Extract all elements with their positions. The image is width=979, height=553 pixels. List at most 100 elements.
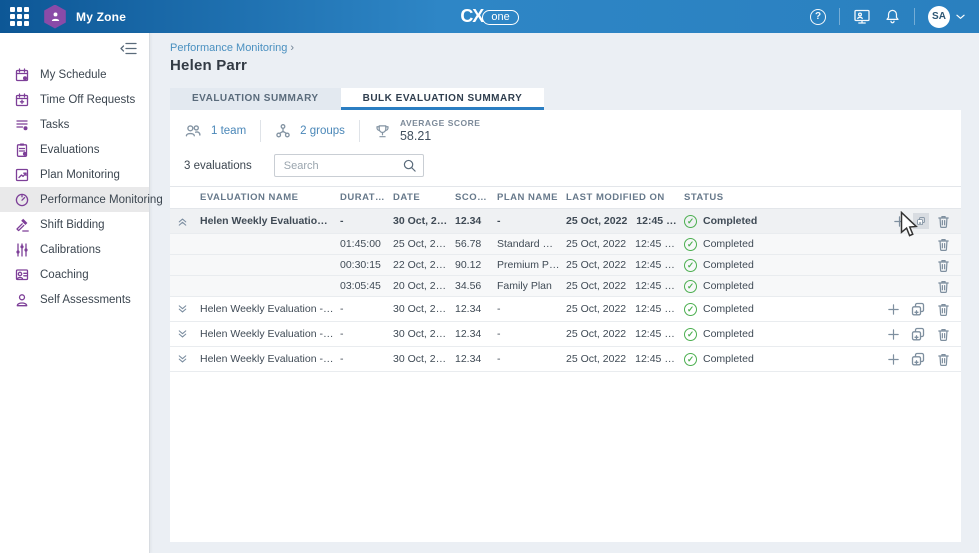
groups-link[interactable]: 2 groups bbox=[300, 125, 345, 137]
status-check-icon: ✓ bbox=[684, 259, 697, 272]
cell-date: 30 Oct, 2022 bbox=[393, 328, 455, 340]
column-header-status[interactable]: STATUS bbox=[684, 192, 861, 203]
coaching-icon bbox=[14, 267, 30, 283]
app-launcher-icon[interactable] bbox=[10, 7, 29, 26]
table-row[interactable]: 03:05:45 20 Oct, 2022 34.56 Family Plan … bbox=[170, 276, 961, 297]
evaluations-count: 3 evaluations bbox=[184, 160, 252, 172]
trash-icon[interactable] bbox=[935, 351, 951, 367]
tab-evaluation-summary[interactable]: EVALUATION SUMMARY bbox=[170, 88, 341, 110]
cell-plan-name: - bbox=[497, 215, 566, 227]
trophy-icon bbox=[374, 123, 391, 140]
cell-date: 20 Oct, 2022 bbox=[393, 280, 455, 292]
topbar-right: ? SA bbox=[810, 6, 979, 28]
column-header-last-modified-on[interactable]: LAST MODIFIED ON bbox=[566, 192, 684, 203]
sidebar-item-label: Plan Monitoring bbox=[40, 169, 120, 181]
copy-icon[interactable] bbox=[913, 213, 929, 229]
expand-row-icon[interactable] bbox=[170, 328, 200, 341]
help-icon[interactable]: ? bbox=[810, 9, 826, 25]
breadcrumb[interactable]: Performance Monitoring› bbox=[170, 42, 979, 54]
collapse-row-icon[interactable] bbox=[170, 215, 200, 228]
column-header-evaluation-name[interactable]: EVALUATION NAME bbox=[200, 192, 340, 203]
cell-score: 12.34 bbox=[455, 353, 497, 365]
row-actions bbox=[861, 301, 961, 317]
table-row[interactable]: Helen Weekly Evaluation - June... - 30 O… bbox=[170, 209, 961, 234]
my-zone-icon bbox=[43, 5, 67, 29]
breadcrumb-chevron: › bbox=[290, 42, 294, 54]
cell-plan-name: Premium Plan bbox=[497, 259, 566, 271]
trash-icon[interactable] bbox=[935, 213, 951, 229]
cell-last-modified: 25 Oct, 202212:45 PM bbox=[566, 259, 684, 271]
tab-bulk-evaluation-summary[interactable]: BULK EVALUATION SUMMARY bbox=[341, 88, 545, 110]
expand-row-icon[interactable] bbox=[170, 303, 200, 316]
column-header-score[interactable]: SCORE bbox=[455, 192, 497, 203]
sidebar-nav: My Schedule Time Off Requests Tasks Eval… bbox=[0, 62, 149, 312]
sidebar-item-performance-monitoring[interactable]: Performance Monitoring bbox=[0, 187, 149, 212]
row-actions bbox=[861, 257, 961, 273]
add-icon[interactable] bbox=[891, 213, 907, 229]
status-badge: Completed bbox=[703, 280, 754, 292]
sidebar-item-label: My Schedule bbox=[40, 69, 106, 81]
trash-icon[interactable] bbox=[935, 278, 951, 294]
search-icon[interactable] bbox=[402, 158, 417, 173]
status-badge: Completed bbox=[703, 353, 754, 365]
table-row[interactable]: 01:45:00 25 Oct, 2022 56.78 Standard Pla… bbox=[170, 234, 961, 255]
trash-icon[interactable] bbox=[935, 257, 951, 273]
table-row[interactable]: 00:30:15 22 Oct, 2022 90.12 Premium Plan… bbox=[170, 255, 961, 276]
trash-icon[interactable] bbox=[935, 236, 951, 252]
sidebar-item-label: Time Off Requests bbox=[40, 94, 135, 106]
column-header-date[interactable]: DATE bbox=[393, 192, 455, 203]
copy-icon[interactable] bbox=[910, 301, 926, 317]
sidebar-item-tasks[interactable]: Tasks bbox=[0, 112, 149, 137]
trash-icon[interactable] bbox=[935, 301, 951, 317]
row-actions bbox=[861, 278, 961, 294]
copy-icon[interactable] bbox=[910, 326, 926, 342]
sidebar-item-coaching[interactable]: Coaching bbox=[0, 262, 149, 287]
cell-date: 30 Oct, 2022 bbox=[393, 215, 455, 227]
notifications-bell-icon[interactable] bbox=[884, 8, 901, 25]
screen: My Zone CX one ? SA bbox=[0, 0, 979, 553]
table-row[interactable]: Helen Weekly Evaluation - June 20 - 30 O… bbox=[170, 347, 961, 372]
product-switcher[interactable]: My Zone bbox=[43, 5, 126, 29]
expand-row-icon[interactable] bbox=[170, 353, 200, 366]
cell-date: 22 Oct, 2022 bbox=[393, 259, 455, 271]
cell-evaluation-name: Helen Weekly Evaluation - June 20 bbox=[200, 353, 340, 365]
team-link[interactable]: 1 team bbox=[211, 125, 246, 137]
cell-plan-name: - bbox=[497, 328, 566, 340]
sidebar-item-time-off-requests[interactable]: Time Off Requests bbox=[0, 87, 149, 112]
table-row[interactable]: Helen Weekly Evaluation - June 20 - 30 O… bbox=[170, 322, 961, 347]
row-actions bbox=[861, 351, 961, 367]
cell-duration: 01:45:00 bbox=[340, 238, 393, 250]
column-header-plan-name[interactable]: PLAN NAME bbox=[497, 192, 566, 203]
table-row[interactable]: Helen Weekly Evaluation - June 20 - 30 O… bbox=[170, 297, 961, 322]
sidebar-item-shift-bidding[interactable]: Shift Bidding bbox=[0, 212, 149, 237]
add-icon[interactable] bbox=[885, 301, 901, 317]
column-header-duration[interactable]: DURATION bbox=[340, 192, 393, 203]
sidebar-item-calibrations[interactable]: Calibrations bbox=[0, 237, 149, 262]
cell-score: 12.34 bbox=[455, 328, 497, 340]
sidebar-item-self-assessments[interactable]: Self Assessments bbox=[0, 287, 149, 312]
schedule-icon bbox=[14, 67, 30, 83]
sidebar-item-plan-monitoring[interactable]: Plan Monitoring bbox=[0, 162, 149, 187]
add-icon[interactable] bbox=[885, 351, 901, 367]
product-name: My Zone bbox=[76, 10, 126, 24]
screen-monitor-icon[interactable] bbox=[853, 8, 871, 25]
status-check-icon: ✓ bbox=[684, 215, 697, 228]
shift-bidding-icon bbox=[14, 217, 30, 233]
sidebar-item-my-schedule[interactable]: My Schedule bbox=[0, 62, 149, 87]
plan-monitoring-icon bbox=[14, 167, 30, 183]
sidebar-item-evaluations[interactable]: Evaluations bbox=[0, 137, 149, 162]
copy-icon[interactable] bbox=[910, 351, 926, 367]
add-icon[interactable] bbox=[885, 326, 901, 342]
stats-row: 1 team 2 groups AVERAGE SCORE 5 bbox=[170, 110, 961, 150]
cell-evaluation-name: Helen Weekly Evaluation - June 20 bbox=[200, 303, 340, 315]
page-title: Helen Parr bbox=[170, 57, 979, 74]
sidebar-collapse-icon[interactable] bbox=[0, 33, 149, 62]
topbar-divider bbox=[914, 8, 915, 25]
user-menu[interactable]: SA bbox=[928, 6, 965, 28]
status-check-icon: ✓ bbox=[684, 238, 697, 251]
performance-monitoring-icon bbox=[14, 192, 30, 208]
trash-icon[interactable] bbox=[935, 326, 951, 342]
self-assessments-icon bbox=[14, 292, 30, 308]
cell-status: ✓ Completed bbox=[684, 238, 861, 251]
cell-plan-name: - bbox=[497, 303, 566, 315]
